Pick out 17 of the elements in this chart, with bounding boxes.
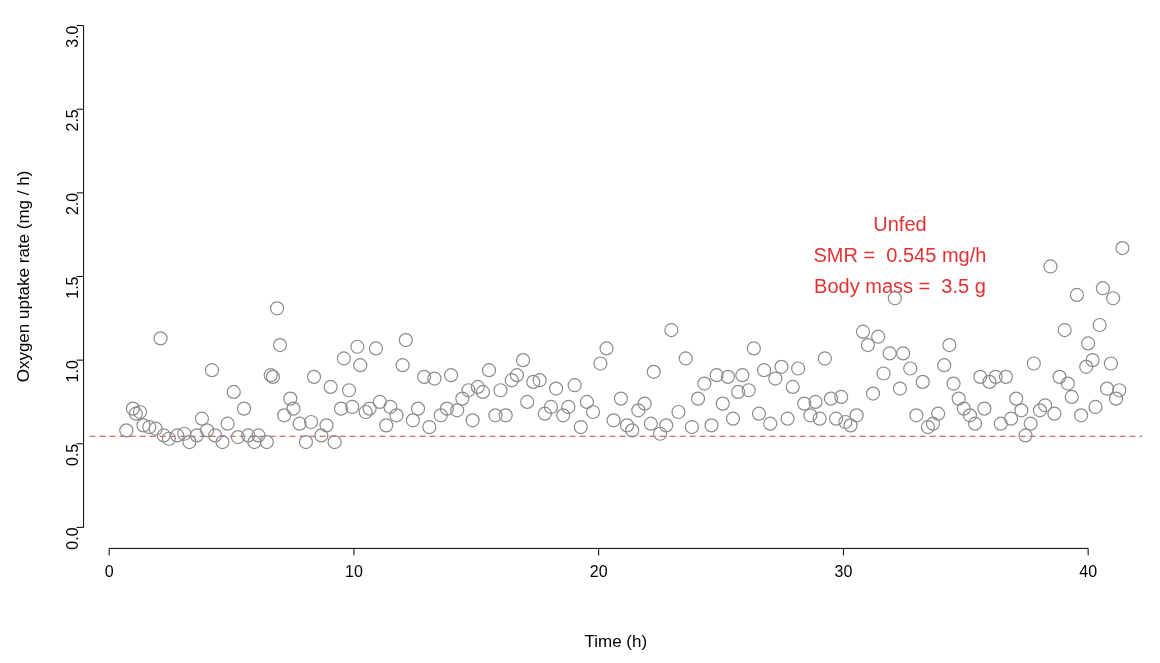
annotation: Unfed [873,212,927,235]
y-tick-label: 2.5 [64,109,82,132]
x-tick-label: 30 [834,563,853,581]
y-tick-label: 1.5 [64,276,82,299]
x-axis-title: Time (h) [584,632,648,652]
x-tick-label: 40 [1079,563,1098,581]
x-tick-label: 20 [589,563,608,581]
x-tick-label: 10 [345,563,363,581]
y-tick-label: 1.0 [64,360,82,383]
y-tick-label: 2.0 [64,192,82,216]
y-tick-label: 3.0 [64,25,82,48]
x-tick-label: 0 [104,563,114,581]
annotation: SMR = 0.545 mg/h [813,243,987,266]
y-tick-label: 0.5 [64,443,82,467]
y-tick-label: 0.0 [64,527,82,550]
y-axis-title: Oxygen uptake rate (mg / h) [13,170,33,383]
annotation: Body mass = 3.5 g [814,274,986,297]
